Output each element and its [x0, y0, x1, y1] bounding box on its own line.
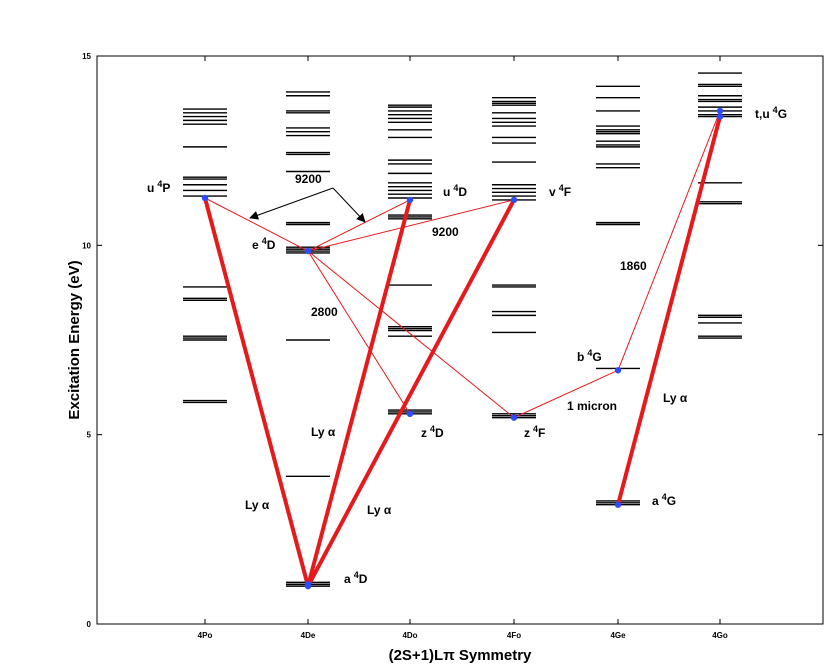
annotation-lya-c: Ly α: [367, 503, 392, 517]
annotation-lya-d: Ly α: [663, 391, 688, 405]
label-z4D: z 4D: [421, 424, 444, 440]
x-tick-label: 4Po: [198, 631, 213, 640]
label-tu4G: t,u 4G: [755, 105, 787, 121]
transition-line-weak: [513, 369, 619, 419]
level-dot: [716, 113, 724, 120]
label-b4G: b 4G: [577, 348, 602, 364]
transition-line-weak: [204, 197, 309, 252]
label-e4D: e 4D: [252, 236, 276, 252]
y-tick-label: 0: [87, 620, 92, 629]
label-v4F: v 4F: [549, 183, 571, 199]
transition-line-weak: [307, 250, 411, 415]
annotation-lya-b: Ly α: [311, 425, 336, 439]
transition-lines: [203, 110, 722, 589]
annotation-1-micron: 1 micron: [567, 399, 617, 413]
y-axis: 0 5 10 15: [82, 52, 823, 629]
annotation-1860: 1860: [620, 259, 647, 273]
level-dot: [406, 196, 414, 204]
label-u4D: u 4D: [443, 183, 467, 199]
transition-line-strong: [203, 196, 310, 589]
level-dot: [614, 367, 622, 374]
level-markers: [201, 107, 724, 590]
y-tick-label: 15: [82, 52, 91, 61]
transition-line-strong: [306, 197, 516, 589]
transition-line-weak: [307, 199, 411, 252]
x-tick-label: 4Ge: [610, 631, 626, 640]
level-dot: [304, 581, 312, 588]
level-dot: [614, 501, 622, 508]
level-dot: [716, 107, 724, 115]
level-dot: [201, 194, 209, 202]
x-tick-label: 4Fo: [507, 631, 521, 640]
annotation-9200-top: 9200: [295, 172, 322, 186]
x-tick-label: 4Do: [402, 631, 417, 640]
x-axis-title: (2S+1)Lπ Symmetry: [389, 647, 532, 664]
x-tick-label: 4Go: [712, 631, 728, 640]
label-a4G: a 4G: [652, 492, 676, 508]
arrow-right: [332, 187, 366, 223]
arrow-left: [249, 187, 334, 220]
level-dot: [510, 196, 518, 204]
level-dot: [304, 247, 312, 255]
level-dot: [406, 410, 414, 418]
transition-line-weak: [617, 110, 721, 371]
label-u4P: u 4P: [147, 179, 170, 195]
annotation-lya-a: Ly α: [245, 498, 270, 512]
transition-line-weak: [307, 199, 515, 252]
plot-frame: [96, 55, 824, 625]
label-a4D: a 4D: [344, 570, 368, 586]
y-axis-title: Excitation Energy (eV): [66, 260, 83, 419]
transition-line-strong: [306, 197, 412, 589]
annotation-2800: 2800: [311, 305, 338, 319]
annotation-9200-right: 9200: [432, 225, 459, 239]
transition-line-weak: [307, 250, 515, 419]
y-tick-label: 10: [82, 241, 91, 250]
level-dot: [510, 414, 518, 421]
energy-levels: [183, 72, 742, 587]
x-tick-label: 4De: [301, 631, 316, 640]
x-axis: 4Po 4De 4Do 4Fo 4Ge 4Go: [198, 56, 728, 640]
y-tick-label: 5: [87, 431, 92, 440]
label-z4F: z 4F: [524, 424, 545, 440]
transition-line-strong: [616, 114, 722, 507]
